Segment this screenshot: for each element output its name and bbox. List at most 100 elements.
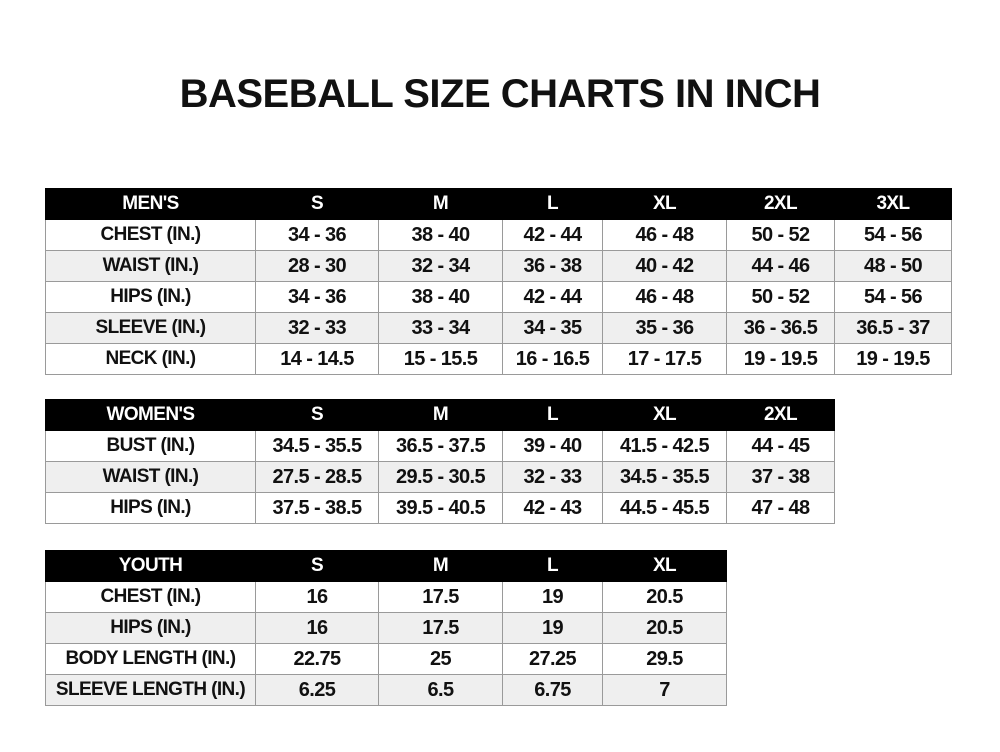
size-value: 36.5 - 37.5 <box>378 430 503 462</box>
measurement-label: HIPS (IN.) <box>45 281 256 313</box>
table-row: HIPS (IN.) 16 17.5 19 20.5 <box>45 612 727 644</box>
size-value: 40 - 42 <box>602 250 727 282</box>
size-value: 42 - 44 <box>502 219 603 251</box>
measurement-label: CHEST (IN.) <box>45 581 256 613</box>
size-header: S <box>255 188 379 220</box>
size-value: 39.5 - 40.5 <box>378 492 503 524</box>
size-header: M <box>378 188 503 220</box>
size-value: 34 - 35 <box>502 312 603 344</box>
youth-size-table: YOUTH S M L XL CHEST (IN.) 16 17.5 19 20.5 HIPS (I… <box>45 550 727 706</box>
size-value: 44 - 46 <box>726 250 835 282</box>
size-value: 41.5 - 42.5 <box>602 430 727 462</box>
table-row: NECK (IN.) 14 - 14.5 15 - 15.5 16 - 16.5 17 … <box>45 343 952 375</box>
size-value: 50 - 52 <box>726 219 835 251</box>
category-header: YOUTH <box>45 550 256 582</box>
size-header: M <box>378 550 503 582</box>
size-value: 35 - 36 <box>602 312 727 344</box>
size-value: 19 <box>502 581 603 613</box>
size-value: 34 - 36 <box>255 219 379 251</box>
table-row: SLEEVE LENGTH (IN.) 6.25 6.5 6.75 7 <box>45 674 727 706</box>
size-value: 36.5 - 37 <box>834 312 952 344</box>
size-value: 19 - 19.5 <box>726 343 835 375</box>
header-row: WOMEN'S S M L XL 2XL <box>45 399 835 431</box>
size-value: 17.5 <box>378 612 503 644</box>
table-row: WAIST (IN.) 27.5 - 28.5 29.5 - 30.5 32 - 33… <box>45 461 835 493</box>
size-value: 42 - 44 <box>502 281 603 313</box>
table-row: CHEST (IN.) 16 17.5 19 20.5 <box>45 581 727 613</box>
category-header: MEN'S <box>45 188 256 220</box>
measurement-label: HIPS (IN.) <box>45 492 256 524</box>
size-header: XL <box>602 399 727 431</box>
page-title: BASEBALL SIZE CHARTS IN INCH <box>179 72 821 116</box>
size-value: 33 - 34 <box>378 312 503 344</box>
size-value: 6.5 <box>378 674 503 706</box>
size-value: 32 - 33 <box>255 312 379 344</box>
size-value: 16 - 16.5 <box>502 343 603 375</box>
size-value: 27.5 - 28.5 <box>255 461 379 493</box>
size-header: S <box>255 399 379 431</box>
size-value: 38 - 40 <box>378 219 503 251</box>
size-value: 32 - 34 <box>378 250 503 282</box>
size-value: 39 - 40 <box>502 430 603 462</box>
size-header: 2XL <box>726 188 835 220</box>
measurement-label: SLEEVE LENGTH (IN.) <box>45 674 256 706</box>
size-value: 17.5 <box>378 581 503 613</box>
category-header: WOMEN'S <box>45 399 256 431</box>
table-row: HIPS (IN.) 34 - 36 38 - 40 42 - 44 46 - 48 50… <box>45 281 952 313</box>
size-value: 19 - 19.5 <box>834 343 952 375</box>
size-value: 47 - 48 <box>726 492 835 524</box>
size-value: 34 - 36 <box>255 281 379 313</box>
table-row: WAIST (IN.) 28 - 30 32 - 34 36 - 38 40 - 42 4… <box>45 250 952 282</box>
size-header: XL <box>602 188 727 220</box>
measurement-label: HIPS (IN.) <box>45 612 256 644</box>
size-value: 48 - 50 <box>834 250 952 282</box>
measurement-label: CHEST (IN.) <box>45 219 256 251</box>
size-header: M <box>378 399 503 431</box>
mens-size-table: MEN'S S M L XL 2XL 3XL CHEST (IN.) 34 - 36 38 - 4… <box>45 188 952 375</box>
size-value: 6.25 <box>255 674 379 706</box>
size-value: 46 - 48 <box>602 281 727 313</box>
size-value: 54 - 56 <box>834 219 952 251</box>
size-header: L <box>502 188 603 220</box>
size-value: 44.5 - 45.5 <box>602 492 727 524</box>
size-value: 15 - 15.5 <box>378 343 503 375</box>
size-value: 37.5 - 38.5 <box>255 492 379 524</box>
size-header: L <box>502 399 603 431</box>
size-value: 22.75 <box>255 643 379 675</box>
size-value: 50 - 52 <box>726 281 835 313</box>
size-value: 46 - 48 <box>602 219 727 251</box>
size-value: 38 - 40 <box>378 281 503 313</box>
size-value: 42 - 43 <box>502 492 603 524</box>
size-value: 19 <box>502 612 603 644</box>
size-header: S <box>255 550 379 582</box>
measurement-label: WAIST (IN.) <box>45 461 256 493</box>
size-value: 6.75 <box>502 674 603 706</box>
size-value: 7 <box>602 674 727 706</box>
womens-size-table: WOMEN'S S M L XL 2XL BUST (IN.) 34.5 - 35.5 36.5… <box>45 399 835 524</box>
header-row: YOUTH S M L XL <box>45 550 727 582</box>
size-value: 32 - 33 <box>502 461 603 493</box>
size-header: XL <box>602 550 727 582</box>
size-value: 44 - 45 <box>726 430 835 462</box>
size-value: 37 - 38 <box>726 461 835 493</box>
measurement-label: SLEEVE (IN.) <box>45 312 256 344</box>
size-value: 25 <box>378 643 503 675</box>
measurement-label: NECK (IN.) <box>45 343 256 375</box>
size-value: 20.5 <box>602 581 727 613</box>
table-row: SLEEVE (IN.) 32 - 33 33 - 34 34 - 35 35 - 36… <box>45 312 952 344</box>
size-value: 17 - 17.5 <box>602 343 727 375</box>
measurement-label: BODY LENGTH (IN.) <box>45 643 256 675</box>
size-value: 36 - 36.5 <box>726 312 835 344</box>
measurement-label: BUST (IN.) <box>45 430 256 462</box>
size-value: 16 <box>255 612 379 644</box>
size-value: 34.5 - 35.5 <box>602 461 727 493</box>
measurement-label: WAIST (IN.) <box>45 250 256 282</box>
size-header: L <box>502 550 603 582</box>
size-value: 29.5 <box>602 643 727 675</box>
table-row: HIPS (IN.) 37.5 - 38.5 39.5 - 40.5 42 - 43 4… <box>45 492 835 524</box>
size-value: 54 - 56 <box>834 281 952 313</box>
header-row: MEN'S S M L XL 2XL 3XL <box>45 188 952 220</box>
size-header: 2XL <box>726 399 835 431</box>
table-row: BODY LENGTH (IN.) 22.75 25 27.25 29.5 <box>45 643 727 675</box>
table-row: BUST (IN.) 34.5 - 35.5 36.5 - 37.5 39 - 40 4… <box>45 430 835 462</box>
